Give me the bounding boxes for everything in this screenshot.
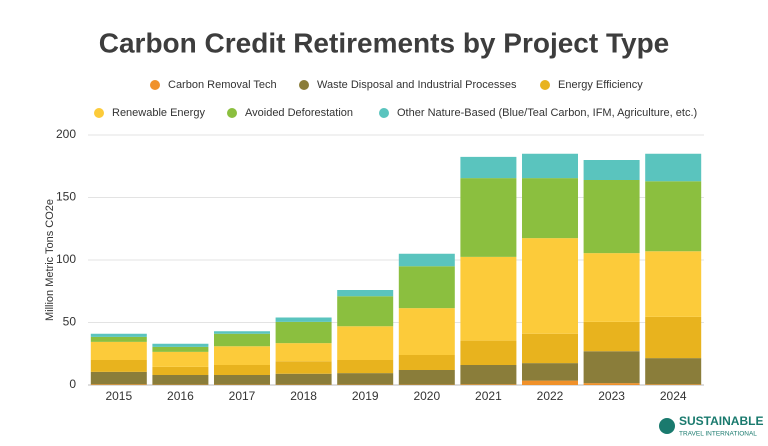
chart-title: Carbon Credit Retirements by Project Typ… [99,27,670,58]
legend-swatch [540,80,550,90]
x-tick-label: 2021 [475,389,502,403]
bar-segment [645,181,702,252]
bar-segment [214,365,270,375]
bar-segment [460,340,517,365]
bar-segment [152,351,209,367]
bar-segment [522,333,578,364]
bar-segment [152,343,209,347]
logo-subtext: TRAVEL INTERNATIONAL [679,431,757,438]
y-tick-label: 0 [69,377,76,391]
bar-segment [337,373,394,385]
bar-segment [398,370,455,385]
bar-segment [275,373,332,385]
legend-swatch [299,80,309,90]
x-tick-label: 2020 [413,389,440,403]
x-tick-label: 2016 [167,389,194,403]
bar-segment [645,384,702,385]
bar-segment [398,355,455,370]
bar-segment [645,358,702,385]
y-tick-label: 50 [63,315,77,329]
bar-segment [583,180,640,254]
bar-segment [645,153,702,182]
y-tick-label: 150 [56,190,76,204]
bar-segment [583,160,640,180]
bar-segment [152,375,209,385]
bar-segment [90,371,147,385]
bar-segment [152,366,209,375]
y-tick-label: 200 [56,127,76,141]
legend-label: Energy Efficiency [558,79,643,91]
legend-label: Other Nature-Based (Blue/Teal Carbon, IF… [397,107,697,119]
x-tick-label: 2024 [660,389,687,403]
bar-segment [275,317,332,322]
bar-segment [460,178,517,257]
bar-segment [275,343,332,362]
legend-swatch [94,108,104,118]
bar-segment [337,296,394,327]
bar-segment [522,380,578,385]
bar-segment [460,156,517,179]
bar-segment [522,178,578,239]
bar-segment [275,361,332,374]
bar-segment [460,365,517,385]
legend-swatch [150,80,160,90]
bar-segment [522,238,578,334]
bar-segment [460,256,517,341]
legend-label: Renewable Energy [112,107,205,119]
bar-segment [337,360,394,374]
bar-segment [90,333,147,337]
bar-segment [583,383,640,385]
legend-label: Carbon Removal Tech [168,79,277,91]
logo-text: SUSTAINABLE [679,414,763,428]
bar-segment [90,341,147,360]
bar-segment [214,333,270,347]
bar-segment [214,346,270,365]
y-axis-label: Million Metric Tons CO2e [44,199,56,321]
x-tick-label: 2023 [598,389,625,403]
logo-icon [659,418,675,434]
bar-segment [583,351,640,384]
bar-segment [90,336,147,342]
x-tick-label: 2022 [537,389,564,403]
x-tick-label: 2015 [105,389,132,403]
bar-segment [645,316,702,359]
bar-segment [152,346,209,352]
bar-segment [337,326,394,360]
bar-segment [398,308,455,355]
bar-segment [583,253,640,322]
bar-segment [398,253,455,267]
bar-segment [460,384,517,385]
bar-segment [90,360,147,372]
logo: SUSTAINABLE TRAVEL INTERNATIONAL [659,414,763,438]
bar-segment [214,375,270,385]
x-tick-label: 2019 [352,389,379,403]
bar-segment [645,251,702,317]
bar-segment [398,266,455,309]
legend-label: Avoided Deforestation [245,107,353,119]
bar-segment [583,321,640,352]
bar-segment [214,331,270,334]
bar-segment [337,290,394,297]
x-tick-label: 2018 [290,389,317,403]
x-tick-label: 2017 [229,389,256,403]
legend-label: Waste Disposal and Industrial Processes [317,79,517,91]
bar-segment [275,321,332,344]
bar-segment [522,153,578,179]
bar-segment [90,384,147,385]
legend-swatch [379,108,389,118]
y-tick-label: 100 [56,252,76,266]
legend-swatch [227,108,237,118]
bar-segment [522,363,578,381]
